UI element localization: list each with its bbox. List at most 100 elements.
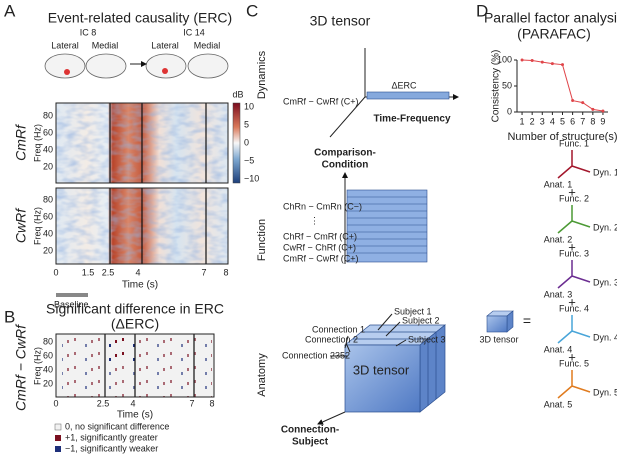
y-axis-label: Freq (Hz) <box>32 207 42 245</box>
y-tick-label: 80 <box>43 336 53 346</box>
factor-label: Anat. 4 <box>544 344 573 354</box>
axis-title: Comparison- <box>314 148 376 159</box>
sig-map-cells <box>108 334 138 364</box>
x-tick-label: 5 <box>560 116 565 126</box>
view-label: Lateral <box>51 40 79 50</box>
x-axis-label: Time (s) <box>117 410 153 421</box>
y-axis-label: Freq (Hz) <box>32 124 42 162</box>
leader-lines <box>330 313 407 357</box>
panel-subtitle: (PARAFAC) <box>517 26 591 42</box>
factor-label: Dyn. 4 <box>593 332 617 342</box>
y-tick-label: 20 <box>43 378 53 388</box>
brain-icons <box>44 53 229 79</box>
annotation: Subject 3 <box>408 334 446 344</box>
panel-letter: D <box>476 1 488 20</box>
panel-title: Significant difference in ERC <box>46 301 224 317</box>
x-tick-label: 7 <box>580 116 585 126</box>
x-tick-label: 8 <box>590 116 595 126</box>
sig-map-frame <box>55 333 215 398</box>
x-tick-label: 0 <box>53 398 58 408</box>
axis-name: Dynamics <box>256 50 268 99</box>
factor-label: Anat. 1 <box>544 179 573 189</box>
annotation: ΔERC <box>391 80 417 90</box>
x-tick-label: 1 <box>520 116 525 126</box>
panel-subtitle: (ΔERC) <box>111 316 159 332</box>
legend-swatch <box>54 423 62 431</box>
x-tick-label: 9 <box>600 116 605 126</box>
factor-label: Dyn. 3 <box>593 277 617 287</box>
factor-label: Dyn. 5 <box>593 387 617 397</box>
equals: = <box>523 313 531 329</box>
y-tick-label: 60 <box>43 350 53 360</box>
cube-label: 3D tensor <box>353 362 410 377</box>
y-tick-label: 40 <box>43 144 53 154</box>
y-axis-label: Freq (Hz) <box>32 347 42 385</box>
data-point <box>591 107 595 111</box>
data-point <box>520 58 524 62</box>
axis-title: Time-Frequency <box>373 114 450 125</box>
heatmaps <box>55 102 229 265</box>
factor-label: Func. 1 <box>559 138 589 148</box>
axis <box>317 411 346 425</box>
plus: + <box>568 184 576 199</box>
annotation: Subject 2 <box>402 315 440 325</box>
axis-name: Anatomy <box>256 353 268 397</box>
colorbar <box>232 102 241 184</box>
tensor-stack <box>346 189 428 263</box>
factor-label: Func. 5 <box>559 358 589 368</box>
factor-tripod <box>557 150 591 179</box>
y-tick-label: 20 <box>43 245 53 255</box>
factor-label: Dyn. 2 <box>593 222 617 232</box>
factor-tripod <box>557 370 591 399</box>
panel-d: D Parallel factor analysis (PARAFAC) 3D … <box>476 1 617 344</box>
panel-letter: B <box>4 307 15 326</box>
colorbar-tick: −5 <box>244 155 254 165</box>
factor-label: Func. 2 <box>559 193 589 203</box>
condition-label: ChRf − CmRf (C+) <box>283 231 357 241</box>
panel-title: Event-related causality (ERC) <box>48 10 232 26</box>
y-tick-label: 20 <box>43 161 53 171</box>
axis-title: Subject <box>292 437 329 448</box>
annotation: Connection 2 <box>305 334 358 344</box>
condition-label: ⋮ <box>310 215 319 225</box>
axis-name: Function <box>256 219 268 261</box>
data-point <box>571 99 575 103</box>
legend-label: 0, no significant difference <box>65 421 169 431</box>
data-point <box>601 109 605 113</box>
annotation: CmRf − CwRf (C+) <box>283 96 359 106</box>
legend-swatch <box>55 446 61 452</box>
x-tick-label: 2.5 <box>97 398 110 408</box>
y-tick-label: 0 <box>507 106 512 116</box>
data-point <box>540 60 544 64</box>
x-tick-label: 7 <box>189 398 194 408</box>
panel-letter: C <box>246 1 258 20</box>
x-tick-label: 1.5 <box>82 267 95 277</box>
row-label: CmRf − CwRf <box>13 323 29 411</box>
data-point <box>581 101 585 105</box>
event-lines <box>104 334 195 397</box>
x-tick-label: 7 <box>201 267 206 277</box>
y-tick-label: 40 <box>43 364 53 374</box>
y-tick-label: 80 <box>43 194 53 204</box>
condition-label: CmRf − CwRf (C+) <box>283 253 359 263</box>
x-tick-label: 3 <box>540 116 545 126</box>
factor-label: Anat. 2 <box>544 234 573 244</box>
x-tick-label: 4 <box>135 267 140 277</box>
factor-label: Dyn. 1 <box>593 167 617 177</box>
data-line <box>522 59 604 112</box>
data-point <box>550 62 554 66</box>
factor-label: Anat. 3 <box>544 289 573 299</box>
axis-title: Connection- <box>281 425 339 436</box>
condition-label: CwRf − ChRf (C+) <box>283 242 356 252</box>
panel-c: C 3D tensor Dynamics ΔERC CmRf − CwRf (C… <box>246 1 459 448</box>
plus: + <box>568 294 576 309</box>
x-tick-label: 6 <box>570 116 575 126</box>
condition-label: ChRn − CmRn (C−) <box>283 201 362 211</box>
plus: + <box>568 349 576 364</box>
panel-title: Parallel factor analysis <box>484 10 617 26</box>
annotation: Subject 1 <box>394 306 432 316</box>
view-label: Lateral <box>151 40 179 50</box>
panel-letter: A <box>4 1 16 20</box>
legend-label: +1, significantly greater <box>65 432 158 442</box>
